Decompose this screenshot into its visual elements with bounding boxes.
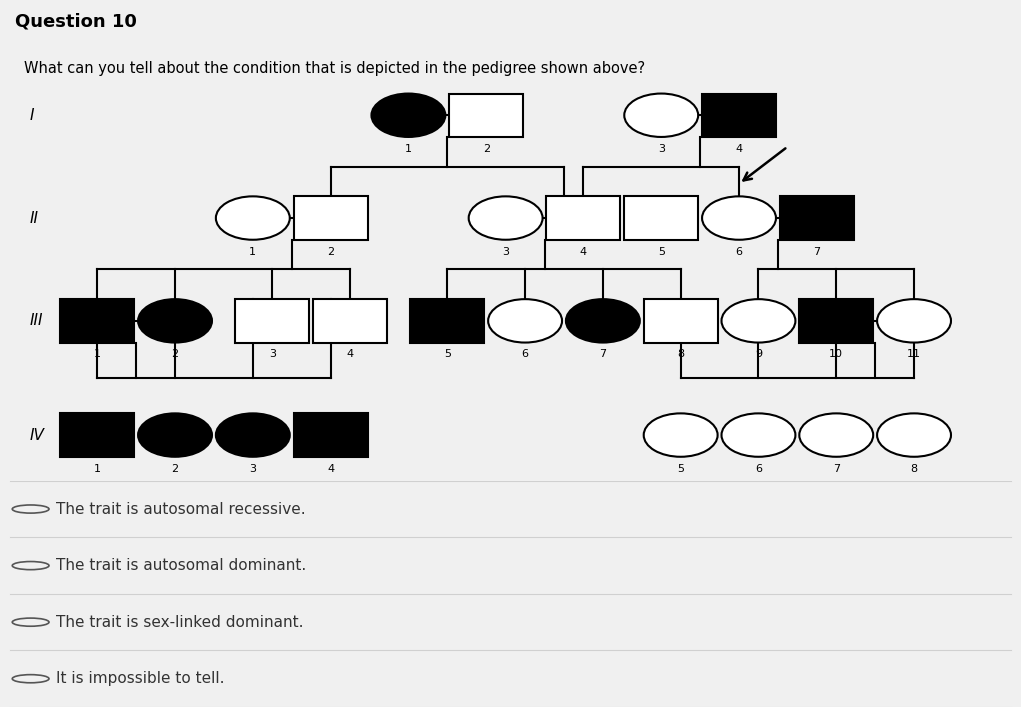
Text: The trait is sex-linked dominant.: The trait is sex-linked dominant. [56,614,303,630]
Text: 2: 2 [172,349,179,359]
Bar [799,299,873,343]
Text: 6: 6 [735,247,742,257]
Bar [546,197,621,240]
Text: It is impossible to tell.: It is impossible to tell. [56,671,225,686]
Text: 5: 5 [677,464,684,474]
Text: 8: 8 [911,464,918,474]
Ellipse shape [215,414,290,457]
Ellipse shape [877,414,951,457]
Ellipse shape [215,197,290,240]
Ellipse shape [566,299,640,343]
Text: 5: 5 [444,349,451,359]
Text: IV: IV [30,428,44,443]
Ellipse shape [372,93,445,137]
Ellipse shape [469,197,542,240]
Text: II: II [30,211,38,226]
Text: The trait is autosomal recessive.: The trait is autosomal recessive. [56,501,305,517]
Text: 2: 2 [327,247,334,257]
Ellipse shape [488,299,562,343]
Ellipse shape [643,414,718,457]
Text: What can you tell about the condition that is depicted in the pedigree shown abo: What can you tell about the condition th… [25,61,645,76]
Text: I: I [30,107,34,123]
Bar [643,299,718,343]
Text: 3: 3 [502,247,509,257]
Ellipse shape [799,414,873,457]
Ellipse shape [702,197,776,240]
Ellipse shape [722,299,795,343]
Text: 4: 4 [735,144,742,154]
Text: 11: 11 [907,349,921,359]
Ellipse shape [722,414,795,457]
Bar [410,299,484,343]
Bar [294,197,368,240]
Text: 4: 4 [580,247,587,257]
Text: 1: 1 [94,464,101,474]
Ellipse shape [138,414,212,457]
Ellipse shape [877,299,951,343]
Bar [235,299,309,343]
Text: 3: 3 [249,464,256,474]
Ellipse shape [138,299,212,343]
Text: Question 10: Question 10 [15,13,137,30]
Bar [313,299,387,343]
Bar [449,93,523,137]
Text: 2: 2 [483,144,490,154]
Text: 4: 4 [346,349,353,359]
Text: The trait is autosomal dominant.: The trait is autosomal dominant. [56,558,306,573]
Text: 7: 7 [599,349,606,359]
Text: 1: 1 [405,144,411,154]
Text: 1: 1 [249,247,256,257]
Text: 8: 8 [677,349,684,359]
Text: 10: 10 [829,349,843,359]
Text: 3: 3 [269,349,276,359]
Text: 6: 6 [522,349,529,359]
Bar [624,197,698,240]
Text: 9: 9 [755,349,762,359]
Bar [60,299,134,343]
Text: 5: 5 [658,247,665,257]
Text: 6: 6 [755,464,762,474]
Ellipse shape [624,93,698,137]
Text: 7: 7 [814,247,820,257]
Text: 7: 7 [833,464,840,474]
Text: 1: 1 [94,349,101,359]
Bar [294,414,368,457]
Text: III: III [30,313,43,328]
Bar [60,414,134,457]
Text: 4: 4 [327,464,334,474]
Bar [702,93,776,137]
Bar [780,197,854,240]
Text: 2: 2 [172,464,179,474]
Text: 3: 3 [658,144,665,154]
